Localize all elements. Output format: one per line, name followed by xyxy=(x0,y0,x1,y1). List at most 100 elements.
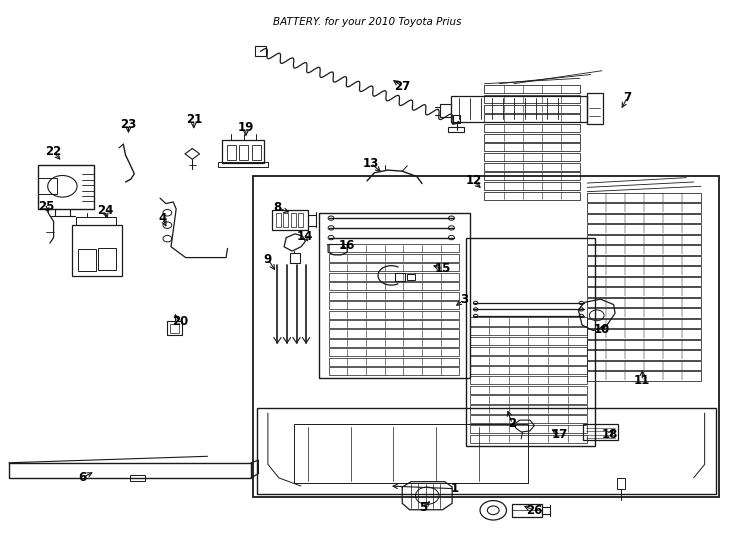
Bar xyxy=(218,162,268,167)
Bar xyxy=(255,46,266,56)
Bar xyxy=(453,115,460,123)
Bar xyxy=(78,249,96,271)
Bar xyxy=(587,277,701,286)
Bar xyxy=(329,301,459,309)
Bar xyxy=(587,298,701,307)
Bar xyxy=(407,274,415,280)
Bar xyxy=(470,386,587,394)
Text: 19: 19 xyxy=(238,122,254,134)
Bar xyxy=(587,361,701,370)
Bar xyxy=(587,214,701,223)
Bar xyxy=(484,85,580,93)
Bar xyxy=(294,424,528,483)
Text: 4: 4 xyxy=(159,212,167,225)
Bar xyxy=(72,225,122,276)
Text: 5: 5 xyxy=(419,501,428,514)
Text: 8: 8 xyxy=(273,201,282,214)
Bar xyxy=(587,350,701,360)
Bar xyxy=(395,273,405,281)
Bar xyxy=(470,366,587,374)
Bar xyxy=(329,320,459,328)
Bar xyxy=(484,95,580,103)
Bar xyxy=(329,310,459,319)
Bar xyxy=(222,140,264,163)
Bar xyxy=(587,256,701,265)
Text: 11: 11 xyxy=(634,374,650,387)
Text: 23: 23 xyxy=(120,118,137,131)
Bar xyxy=(587,204,701,213)
Bar xyxy=(484,105,580,113)
Text: 3: 3 xyxy=(459,293,468,306)
Bar xyxy=(587,235,701,244)
Text: 20: 20 xyxy=(172,315,188,328)
Bar xyxy=(329,264,459,271)
Bar xyxy=(470,405,587,414)
Text: 9: 9 xyxy=(264,253,272,266)
Bar xyxy=(272,210,308,230)
Bar xyxy=(587,340,701,349)
Bar xyxy=(470,337,587,345)
Text: 2: 2 xyxy=(508,417,517,430)
Text: 1: 1 xyxy=(451,482,459,495)
Bar xyxy=(253,176,719,497)
Bar xyxy=(130,475,145,481)
Bar xyxy=(252,145,261,160)
Text: 12: 12 xyxy=(465,174,482,187)
Bar xyxy=(617,478,625,489)
Bar xyxy=(484,143,580,151)
Text: 24: 24 xyxy=(97,204,113,217)
Bar xyxy=(38,178,57,194)
Text: 10: 10 xyxy=(594,323,610,336)
Bar xyxy=(470,376,587,384)
Bar xyxy=(484,124,580,132)
Bar xyxy=(329,292,459,300)
Text: 27: 27 xyxy=(394,80,410,93)
Bar xyxy=(329,245,459,252)
Bar xyxy=(512,504,542,517)
Bar xyxy=(587,319,701,328)
Bar xyxy=(329,339,459,347)
Bar xyxy=(329,329,459,338)
Bar xyxy=(470,425,587,433)
Bar xyxy=(329,348,459,356)
Bar xyxy=(470,356,587,365)
Bar xyxy=(257,408,716,494)
Bar xyxy=(484,114,580,123)
Bar xyxy=(9,463,251,478)
Bar xyxy=(587,372,701,381)
Bar xyxy=(291,213,296,227)
Bar xyxy=(470,327,587,335)
Text: 25: 25 xyxy=(38,200,54,213)
Text: 6: 6 xyxy=(78,471,87,484)
Bar xyxy=(466,238,595,446)
Bar xyxy=(587,246,701,255)
Text: 7: 7 xyxy=(623,91,632,104)
Bar xyxy=(283,213,288,227)
Text: 14: 14 xyxy=(297,230,313,243)
Bar xyxy=(470,318,587,326)
Bar xyxy=(276,213,281,227)
Bar xyxy=(587,329,701,339)
Bar xyxy=(329,367,459,375)
Text: 26: 26 xyxy=(526,504,542,517)
Bar xyxy=(587,93,603,124)
Bar xyxy=(484,153,580,161)
Text: 15: 15 xyxy=(435,262,451,275)
Bar xyxy=(440,104,451,117)
Bar xyxy=(98,248,116,270)
Bar xyxy=(329,358,459,366)
Bar xyxy=(470,395,587,404)
Bar xyxy=(484,182,580,190)
Bar xyxy=(329,254,459,262)
Text: 17: 17 xyxy=(552,428,568,441)
Text: 18: 18 xyxy=(602,428,618,441)
Bar xyxy=(484,163,580,171)
Bar xyxy=(587,266,701,276)
Bar xyxy=(587,287,701,296)
Bar xyxy=(470,415,587,423)
Bar xyxy=(227,145,236,160)
Bar xyxy=(448,127,464,132)
Bar xyxy=(484,192,580,200)
Text: 21: 21 xyxy=(186,113,202,126)
Bar xyxy=(329,273,459,281)
